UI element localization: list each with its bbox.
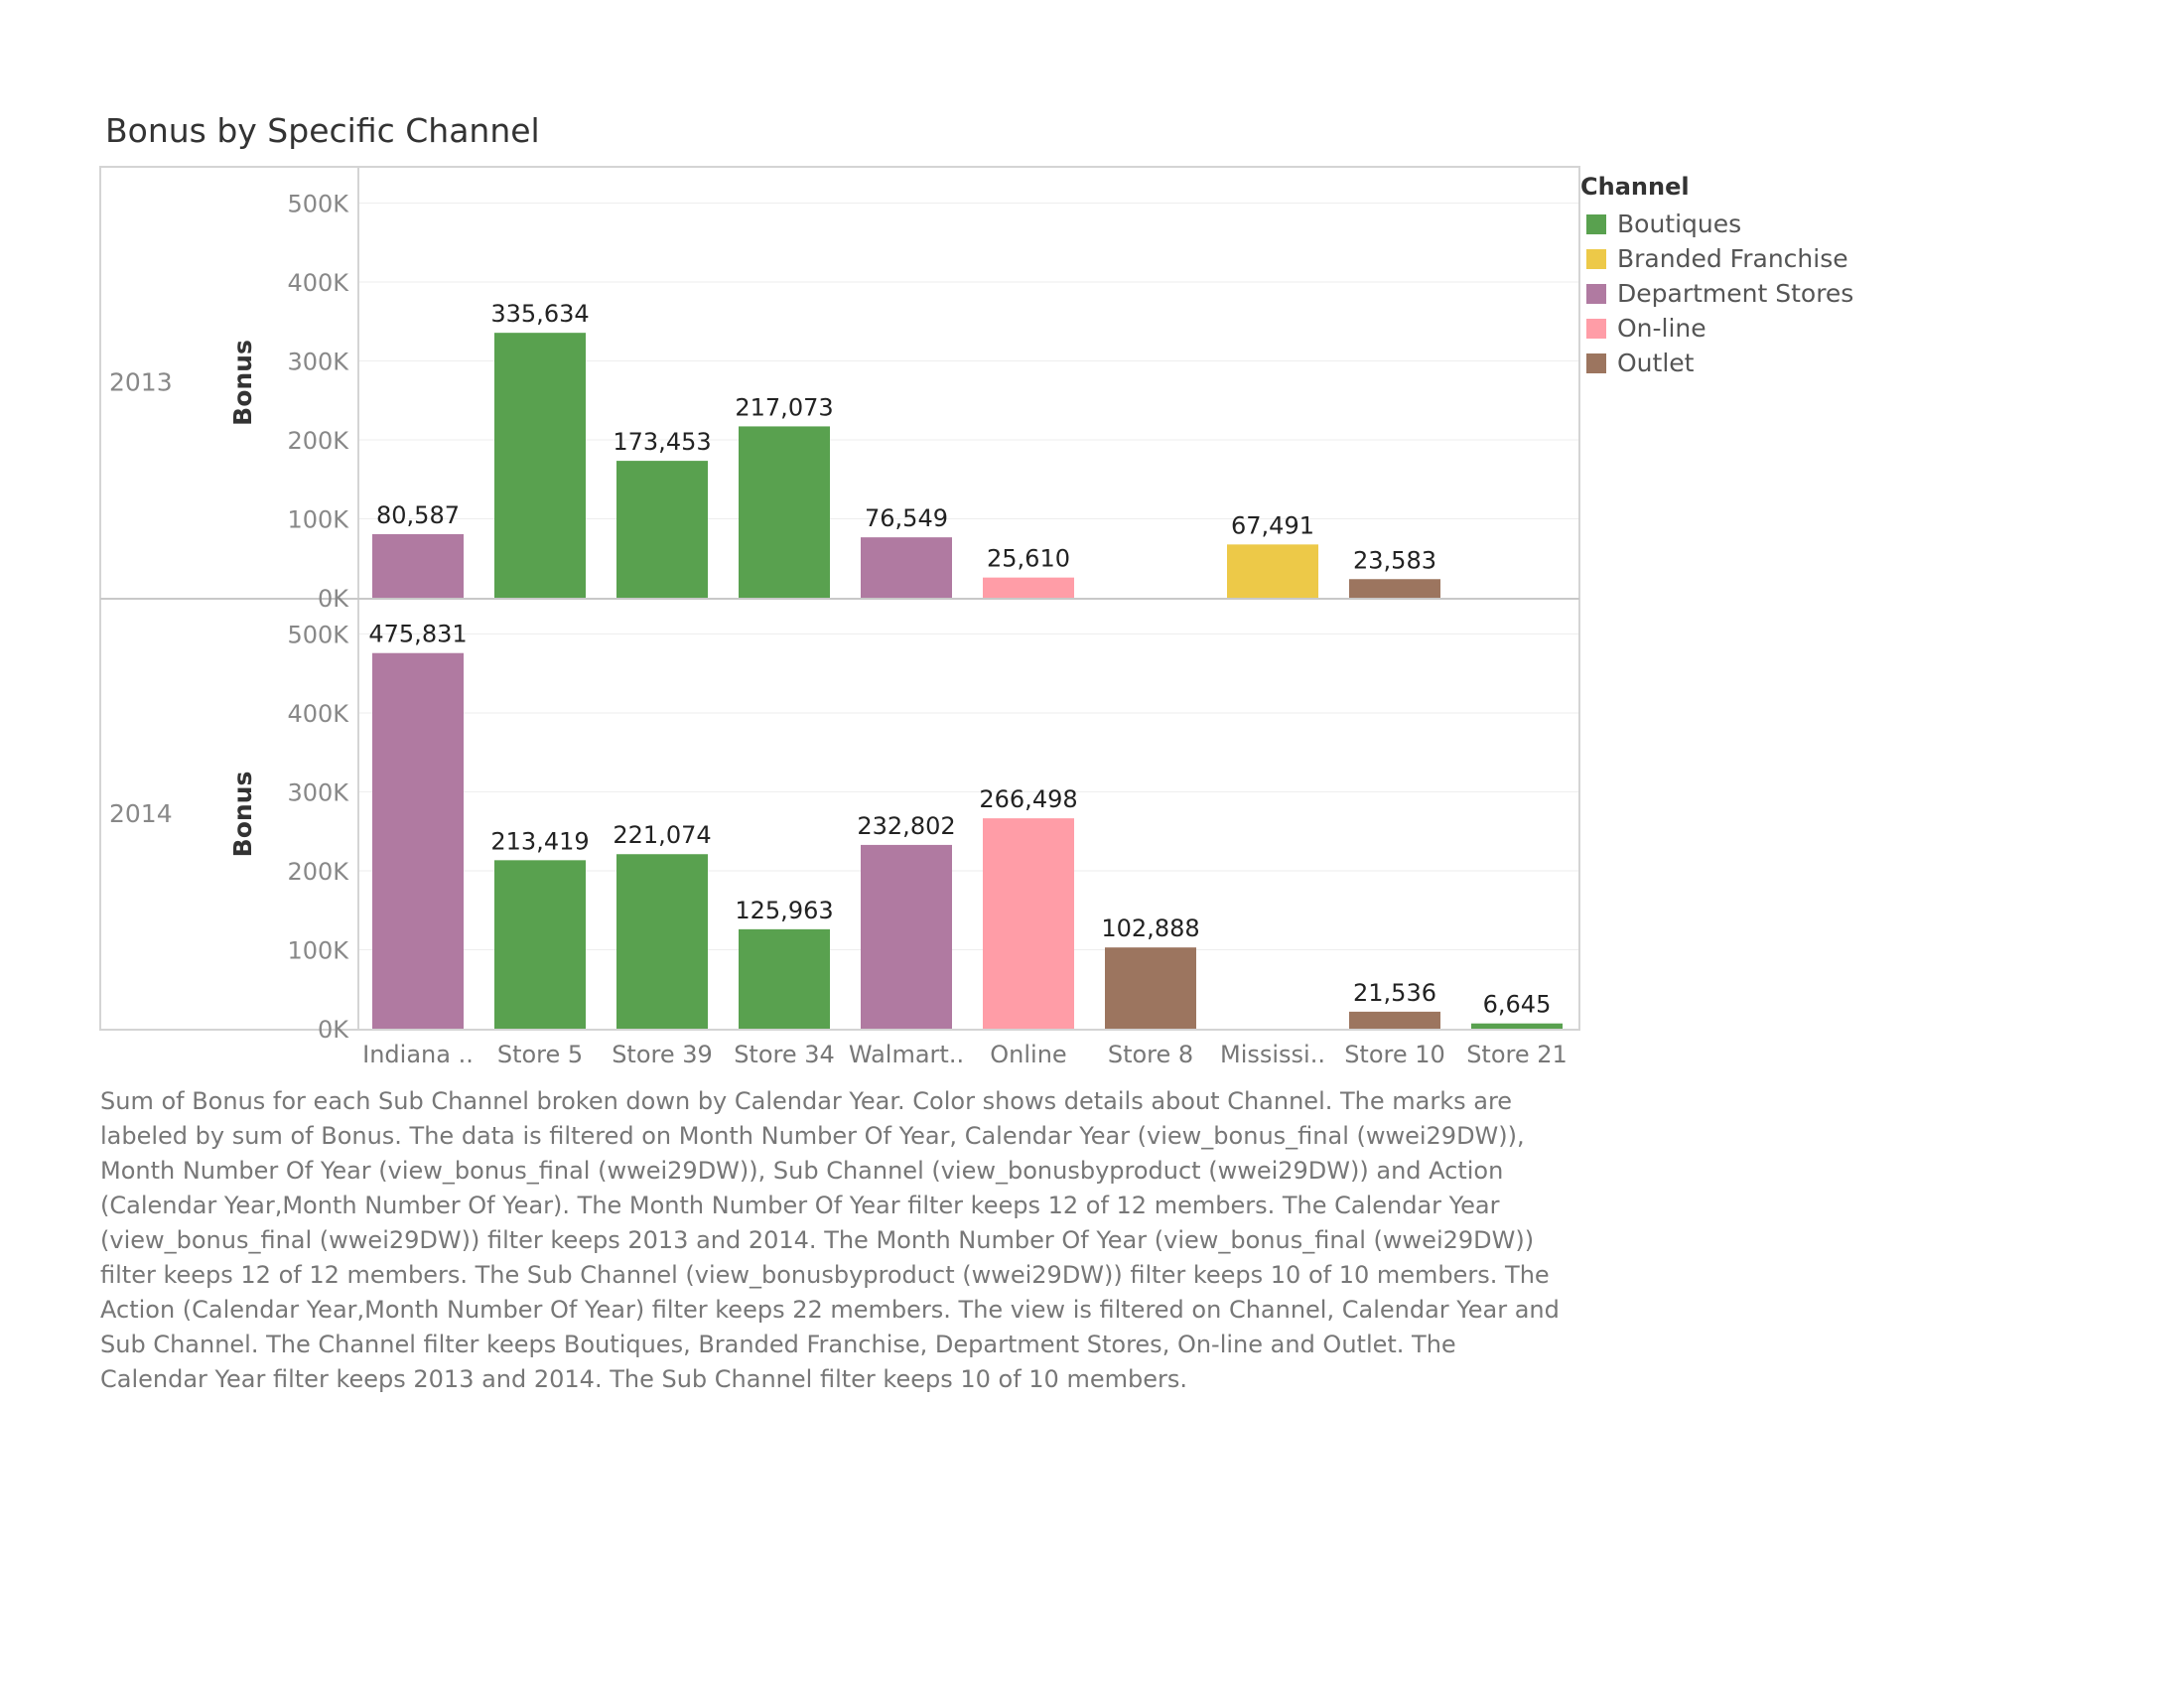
x-tick-label: Walmart.. [849, 1041, 964, 1068]
legend-label: Boutiques [1617, 210, 1742, 238]
bar [983, 818, 1074, 1029]
data-label: 475,831 [368, 621, 467, 648]
legend-title: Channel [1580, 173, 1690, 201]
y-tick-label: 200K [287, 427, 349, 455]
data-label: 125,963 [735, 897, 833, 924]
x-tick-label: Mississi.. [1220, 1041, 1325, 1068]
legend-swatch [1586, 213, 1606, 234]
data-label: 80,587 [376, 501, 460, 529]
data-label: 23,583 [1353, 546, 1436, 574]
legend-item[interactable]: Boutiques [1580, 207, 1853, 241]
bar [1349, 1011, 1440, 1029]
legend-item[interactable]: Department Stores [1580, 276, 1853, 311]
data-label: 221,074 [613, 821, 711, 849]
chart-caption: Sum of Bonus for each Sub Channel broken… [100, 1087, 1560, 1393]
legend-label: On-line [1617, 314, 1706, 343]
row-label: 2014 [109, 799, 173, 828]
x-tick-label: Store 5 [497, 1041, 583, 1068]
data-label: 213,419 [490, 827, 589, 855]
y-tick-label: 500K [287, 191, 349, 218]
data-label: 266,498 [979, 785, 1077, 813]
x-tick-label: Store 39 [612, 1041, 713, 1068]
legend-swatch [1586, 318, 1606, 339]
bar [494, 333, 586, 598]
x-tick-label: Online [990, 1041, 1066, 1068]
chart-title: Bonus by Specific Channel [105, 111, 540, 150]
row-label: 2013 [109, 368, 173, 397]
data-label: 102,888 [1101, 914, 1199, 942]
data-label: 173,453 [613, 428, 711, 456]
legend-items: Boutiques Branded Franchise Department Sto… [1580, 207, 1853, 380]
bar [616, 461, 708, 598]
x-tick-label: Store 8 [1108, 1041, 1193, 1068]
bar [1105, 947, 1196, 1029]
legend-item[interactable]: Outlet [1580, 346, 1853, 380]
bar [616, 854, 708, 1029]
x-tick-label: Store 10 [1344, 1041, 1445, 1068]
y-tick-label: 500K [287, 622, 349, 649]
legend-swatch [1586, 248, 1606, 269]
y-tick-label: 300K [287, 349, 349, 376]
legend-label: Branded Franchise [1617, 244, 1848, 273]
bar [983, 577, 1074, 598]
bar [1227, 544, 1318, 598]
y-axis-title: Bonus [228, 772, 257, 858]
bar-chart: 0K 100K 200K 300K 400K 500K 2013 Bonus 80,587 335… [99, 166, 1580, 1068]
bar [861, 844, 952, 1029]
legend-label: Outlet [1617, 349, 1695, 377]
data-label: 217,073 [735, 393, 833, 421]
x-tick-label: Store 34 [734, 1041, 835, 1068]
bar [494, 860, 586, 1029]
bar [372, 533, 464, 598]
y-tick-label: 100K [287, 937, 349, 965]
bar [861, 537, 952, 598]
y-tick-label: 400K [287, 700, 349, 728]
y-axis-title: Bonus [228, 340, 257, 426]
bar [739, 426, 830, 598]
bar [1349, 579, 1440, 598]
y-tick-label: 100K [287, 506, 349, 534]
data-label: 67,491 [1231, 511, 1314, 539]
data-label: 76,549 [865, 504, 948, 532]
x-tick-label: Indiana .. [362, 1041, 474, 1068]
legend-item[interactable]: On-line [1580, 311, 1853, 346]
legend-item[interactable]: Branded Franchise [1580, 241, 1853, 276]
data-label: 232,802 [857, 812, 955, 840]
y-tick-label: 400K [287, 269, 349, 297]
bar [739, 928, 830, 1029]
legend-swatch [1586, 352, 1606, 373]
y-tick-label: 300K [287, 779, 349, 807]
y-tick-label: 0K [318, 1016, 349, 1044]
bar [372, 652, 464, 1029]
x-tick-label: Store 21 [1466, 1041, 1568, 1068]
bar [1471, 1023, 1563, 1029]
data-label: 335,634 [490, 300, 589, 328]
legend-swatch [1586, 283, 1606, 304]
legend-label: Department Stores [1617, 279, 1854, 308]
legend: Channel Boutiques Branded Franchise Depart… [1580, 173, 1853, 380]
y-tick-label: 200K [287, 858, 349, 886]
data-label: 6,645 [1483, 991, 1552, 1019]
data-label: 21,536 [1353, 979, 1436, 1007]
data-label: 25,610 [987, 545, 1070, 573]
y-tick-label: 0K [318, 585, 349, 613]
